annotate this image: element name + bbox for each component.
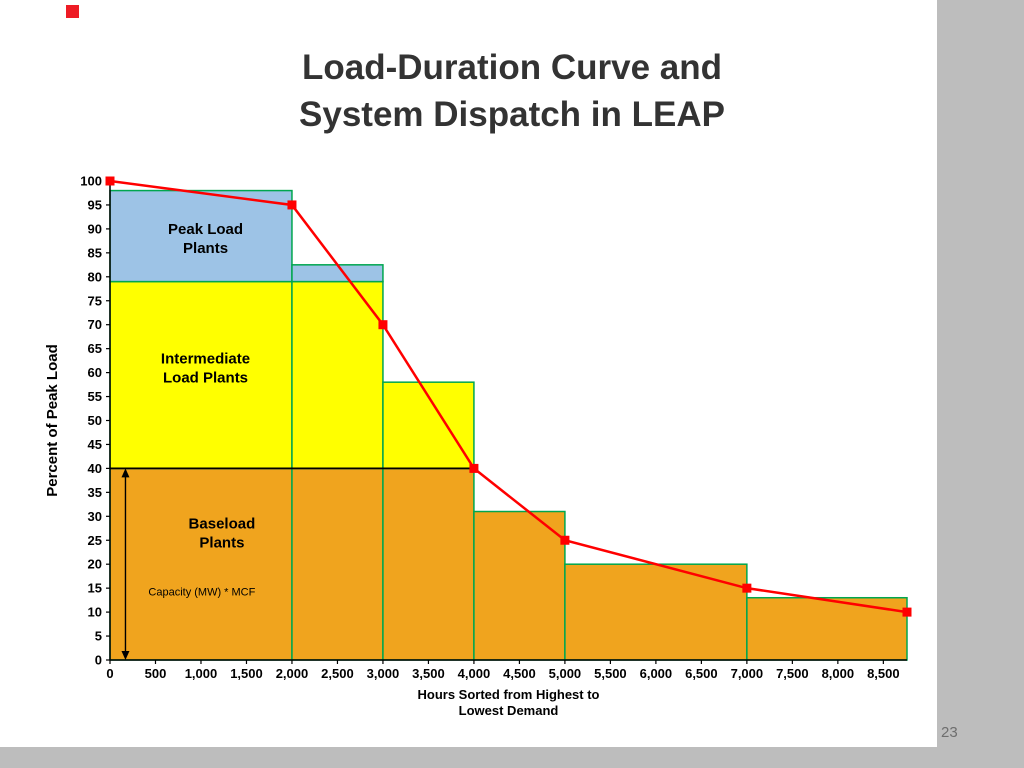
load-curve-marker [378,320,388,330]
y-tick-label: 50 [88,413,102,428]
capacity-arrow-head-top [121,468,130,478]
x-tick-label: 2,500 [321,666,354,681]
x-tick-label: 4,500 [503,666,536,681]
y-tick-label: 75 [88,293,102,308]
load-curve-marker [469,463,479,473]
x-tick-label: 8,000 [822,666,855,681]
peak-load-plants-label: Peak Load [168,221,243,238]
baseload-step [291,467,384,661]
capacity-arrow-head-bottom [121,651,130,660]
x-tick-label: 6,000 [640,666,673,681]
x-tick-label: 2,000 [276,666,309,681]
x-tick-label: 7,500 [776,666,809,681]
baseload-step [564,563,748,661]
y-tick-label: 30 [88,509,102,524]
y-tick-label: 100 [80,174,102,189]
intermediate-load-plants-label: Load Plants [163,369,248,386]
x-tick-label: 1,000 [185,666,218,681]
baseload-step [382,467,475,661]
y-tick-label: 35 [88,485,102,500]
slide-title-line2: System Dispatch in LEAP [299,95,725,134]
x-tick-label: 3,500 [412,666,445,681]
y-tick-label: 0 [95,653,102,668]
x-tick-label: 7,000 [731,666,764,681]
slide-title-line1: Load-Duration Curve and [301,48,723,87]
y-tick-label: 25 [88,533,102,548]
x-tick-label: 0 [106,666,113,681]
x-tick-label: 4,000 [458,666,491,681]
y-axis-title: Percent of Peak Load [44,344,61,497]
y-tick-label: 80 [88,269,102,284]
peak-step [109,189,293,283]
canvas-right-margin [937,0,1024,768]
x-tick-label: 3,000 [367,666,400,681]
baseload-step [746,596,908,661]
baseload-step [473,510,566,661]
load-curve-marker [287,200,297,210]
baseload-plants-label: Baseload [189,516,256,533]
load-curve-marker [742,583,752,593]
capacity-mcf-label: Capacity (MW) * MCF [148,587,255,599]
y-tick-label: 60 [88,365,102,380]
y-tick-label: 20 [88,557,102,572]
y-tick-label: 15 [88,581,102,596]
peak-load-plants-label: Plants [183,240,228,257]
intermediate-step [291,280,384,470]
x-tick-label: 8,500 [867,666,900,681]
y-tick-label: 70 [88,317,102,332]
peak-step [291,264,384,283]
y-tick-label: 95 [88,197,102,212]
canvas-bottom-margin [0,747,1024,768]
load-curve-marker [105,176,115,186]
x-tick-label: 500 [145,666,167,681]
x-tick-label: 6,500 [685,666,718,681]
load-curve-marker [560,535,570,545]
y-tick-label: 10 [88,605,102,620]
x-axis-title: Lowest Demand [459,703,559,718]
load-curve-marker [902,607,912,617]
baseload-plants-label: Plants [199,535,244,552]
y-tick-label: 85 [88,245,102,260]
x-tick-label: 5,500 [594,666,627,681]
slide-accent-square [66,5,79,18]
baseload-step [109,467,293,661]
slide-title: Load-Duration Curve and System Dispatch … [0,44,1024,138]
x-tick-label: 5,000 [549,666,582,681]
y-tick-label: 55 [88,389,102,404]
intermediate-load-plants-label: Intermediate [161,350,250,367]
y-tick-label: 5 [95,629,102,644]
y-tick-label: 65 [88,341,102,356]
y-tick-label: 90 [88,221,102,236]
page-number: 23 [941,724,958,741]
x-tick-label: 1,500 [230,666,263,681]
x-axis-title: Hours Sorted from Highest to [417,687,599,702]
y-tick-label: 40 [88,461,102,476]
y-tick-label: 45 [88,437,102,452]
